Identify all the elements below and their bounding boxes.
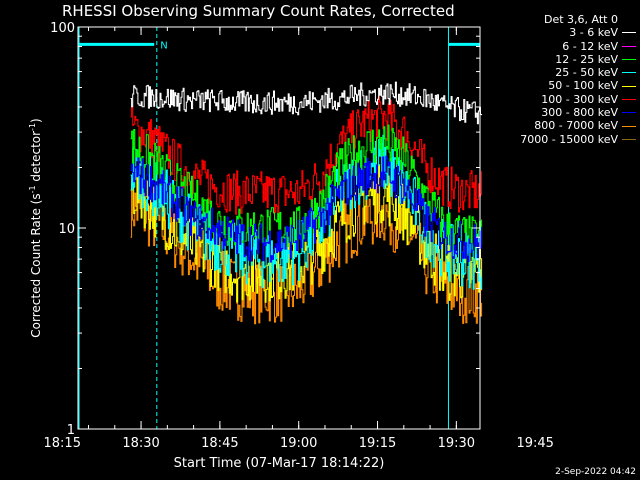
legend-entry-label: 3 - 6 keV (569, 26, 618, 40)
legend-header: Det 3,6, Att 0 (484, 13, 640, 26)
x-tick-label-1: 18:30 (122, 436, 159, 451)
legend-swatch (622, 125, 636, 127)
legend-swatch (622, 72, 636, 74)
y-axis-label-main: Corrected Count Rate (s (29, 193, 43, 337)
x-axis-label: Start Time (07-Mar-17 18:14:22) (174, 456, 385, 471)
y-axis-label-exponent-2: -1 (28, 123, 37, 131)
legend-entry: 100 - 300 keV (484, 93, 640, 106)
legend-entry-label: 50 - 100 keV (548, 79, 618, 93)
legend-entry: 300 - 800 keV (484, 106, 640, 119)
legend-entries: 3 - 6 keV 6 - 12 keV 12 - 25 keV 25 - 50 ke… (484, 26, 640, 146)
x-tick-label-4: 19:15 (359, 436, 396, 451)
legend-entry-label: 100 - 300 keV (541, 92, 618, 106)
series-layer (130, 81, 483, 325)
x-tick-label-5: 19:30 (438, 436, 475, 451)
x-tick-label-0: 18:15 (44, 436, 81, 451)
chart-title: RHESSI Observing Summary Count Rates, Co… (62, 2, 455, 20)
y-tick-label-0: 1 (67, 423, 75, 438)
legend-entry: 800 - 7000 keV (484, 119, 640, 132)
series-line-300-800-kev (130, 155, 483, 263)
y-axis-label-exponent-1: -1 (28, 185, 37, 193)
legend-entry-label: 300 - 800 keV (541, 106, 618, 120)
series-line-25-50-kev (130, 134, 483, 290)
legend-entry: 6 - 12 keV (484, 40, 640, 53)
y-axis-label-end: ) (29, 118, 43, 123)
y-axis-label: Corrected Count Rate (s-1 detector-1) (28, 118, 43, 337)
y-axis: 1 10 100 (50, 21, 480, 438)
legend-swatch (622, 59, 636, 61)
legend-entry: 50 - 100 keV (484, 79, 640, 92)
series-line-3-6-kev (130, 81, 483, 125)
x-axis: 18:15 18:30 18:45 19:00 19:15 19:30 19:45 (44, 27, 554, 451)
x-tick-label-2: 18:45 (201, 436, 238, 451)
legend-entry-label: 6 - 12 keV (562, 39, 618, 53)
legend-entry: 25 - 50 keV (484, 66, 640, 79)
legend-swatch (622, 98, 636, 100)
x-tick-label-3: 19:00 (280, 436, 317, 451)
y-tick-label-2: 100 (50, 21, 75, 36)
legend-entry-label: 25 - 50 keV (555, 66, 618, 80)
legend-entry-label: 12 - 25 keV (555, 52, 618, 66)
legend-entry: 7000 - 15000 keV (484, 133, 640, 146)
legend-swatch (622, 32, 636, 34)
legend-swatch (622, 138, 636, 140)
series-line-50-100-kev (130, 163, 483, 303)
legend-entry-label: 800 - 7000 keV (534, 119, 618, 133)
x-tick-label-6: 19:45 (516, 436, 553, 451)
timestamp: 2-Sep-2022 04:42 (555, 467, 636, 477)
legend-entry: 12 - 25 keV (484, 53, 640, 66)
legend: Det 3,6, Att 0 3 - 6 keV 6 - 12 keV 12 - 2… (484, 13, 640, 146)
y-axis-label-middle: detector (29, 131, 43, 186)
night-label: N (160, 40, 167, 51)
legend-swatch (622, 112, 636, 114)
legend-swatch (622, 85, 636, 87)
y-tick-label-1: 10 (58, 222, 75, 237)
legend-header-text: Det 3,6, Att 0 (544, 13, 618, 26)
legend-entry: 3 - 6 keV (484, 26, 640, 39)
legend-swatch (622, 45, 636, 47)
legend-entry-label: 7000 - 15000 keV (520, 132, 618, 146)
